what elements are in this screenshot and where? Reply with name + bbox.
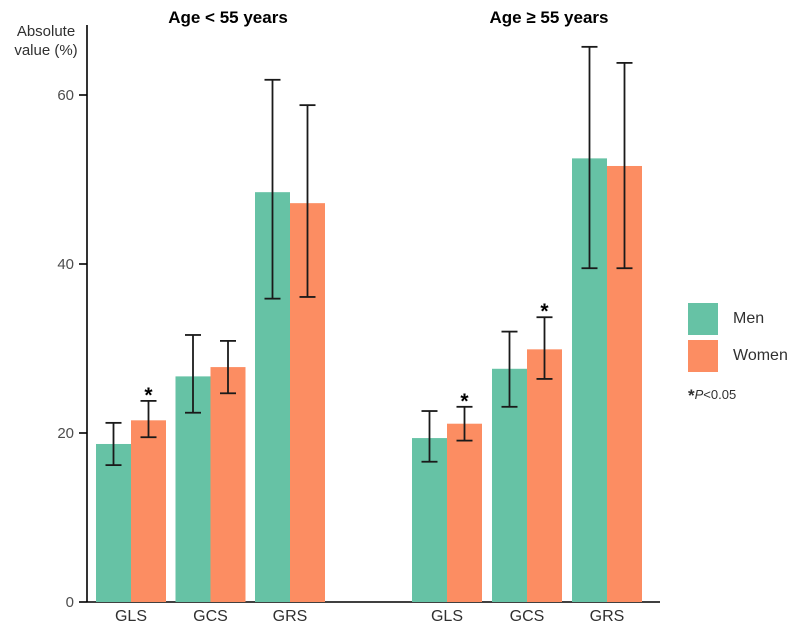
significance-star-women-gls-panel2: *	[460, 390, 469, 413]
y-tick-label-60: 60	[57, 87, 74, 104]
x-category-label-gls-panel2: GLS	[431, 608, 463, 625]
significance-star: *	[688, 386, 695, 405]
y-tick-label-40: 40	[57, 256, 74, 273]
legend-swatch-women	[688, 340, 718, 372]
significance-note: *P<0.05	[688, 386, 788, 406]
bar-women-gls-panel2	[447, 423, 482, 602]
legend: Men Women *P<0.05	[688, 303, 788, 406]
panel-title-age-lt-55: Age < 55 years	[168, 8, 288, 27]
y-tick-label-0: 0	[66, 594, 74, 611]
bar-men-gls-panel1	[96, 443, 131, 602]
significance-star-women-gls-panel1: *	[144, 384, 153, 407]
legend-label-women: Women	[733, 347, 788, 364]
x-category-label-grs-panel2: GRS	[590, 608, 625, 625]
bar-women-gcs-panel2	[527, 349, 562, 602]
y-tick-label-20: 20	[57, 425, 74, 442]
x-category-label-grs-panel1: GRS	[273, 608, 308, 625]
bar-men-gcs-panel1	[175, 376, 211, 602]
x-category-label-gcs-panel2: GCS	[510, 608, 545, 625]
p-threshold: <0.05	[703, 387, 737, 402]
significance-star-women-gcs-panel2: *	[540, 300, 549, 323]
bar-women-gls-panel1	[131, 420, 166, 602]
bar-men-gls-panel2	[412, 438, 447, 602]
legend-swatch-men	[688, 303, 718, 335]
legend-label-men: Men	[733, 310, 765, 327]
legend-item-women: Women	[688, 340, 788, 372]
x-category-label-gcs-panel1: GCS	[193, 608, 228, 625]
bar-women-gcs-panel1	[210, 367, 246, 602]
legend-item-men: Men	[688, 303, 788, 335]
panel-title-age-ge-55: Age ≥ 55 years	[489, 8, 609, 27]
y-axis-label: Absolute value (%)	[14, 23, 78, 59]
x-category-label-gls-panel1: GLS	[115, 608, 147, 625]
p-symbol: P	[694, 387, 704, 402]
